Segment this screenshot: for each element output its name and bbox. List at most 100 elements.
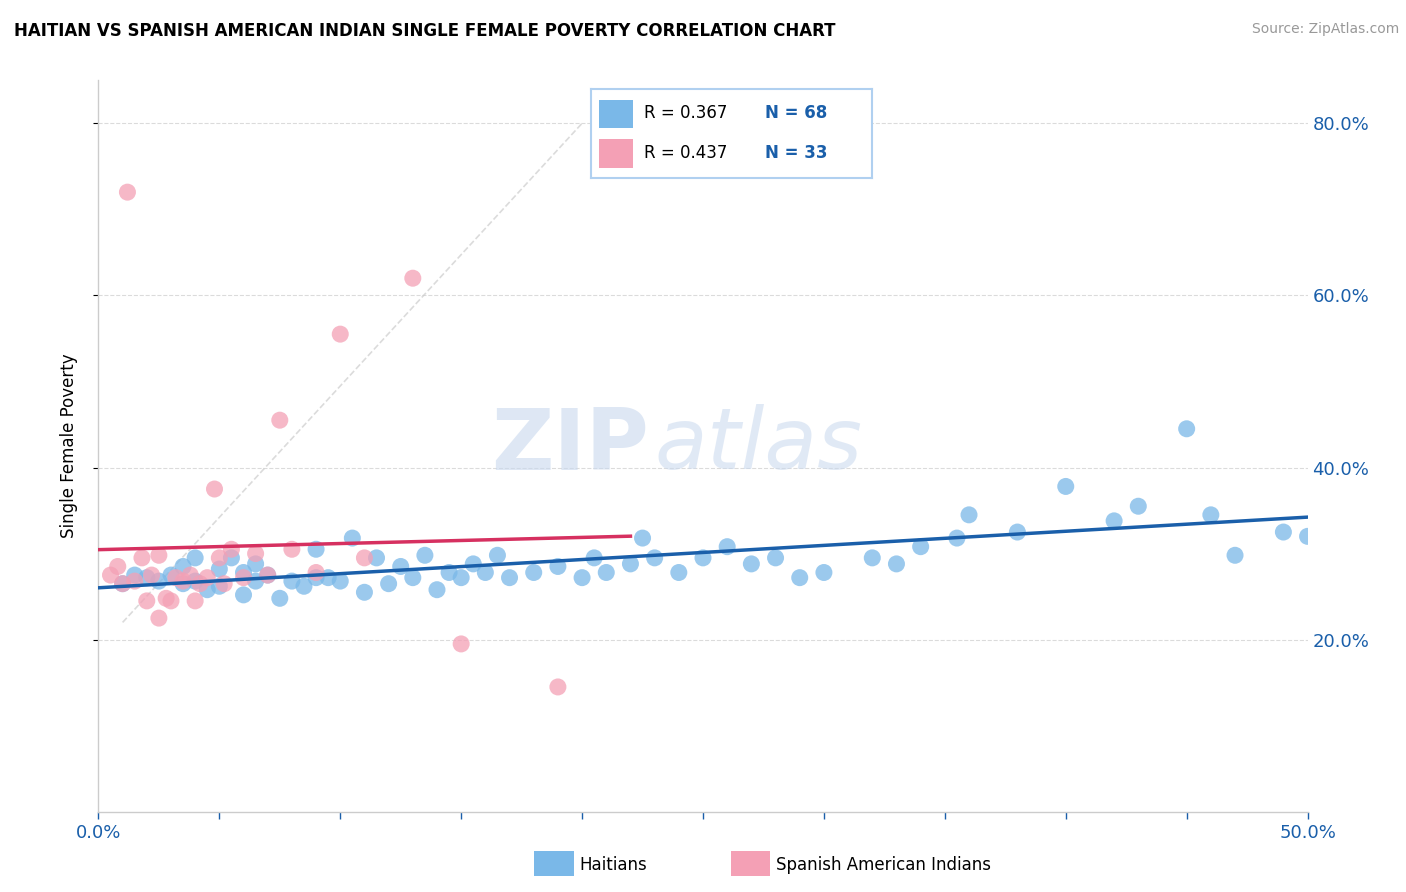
Point	[117, 185, 139, 199]
Point	[1199, 508, 1222, 522]
Point	[172, 576, 194, 591]
Text: N = 33: N = 33	[765, 145, 827, 162]
Point	[426, 582, 449, 597]
Point	[1128, 500, 1150, 514]
Text: Haitians: Haitians	[579, 856, 647, 874]
Point	[107, 559, 129, 574]
Y-axis label: Single Female Poverty: Single Female Poverty	[59, 354, 77, 538]
Point	[135, 571, 157, 585]
Point	[957, 508, 980, 522]
Point	[232, 588, 254, 602]
Point	[208, 579, 231, 593]
Point	[141, 568, 163, 582]
Point	[450, 571, 472, 585]
Point	[195, 582, 218, 597]
Point	[644, 550, 666, 565]
Point	[619, 557, 641, 571]
Point	[389, 559, 412, 574]
Point	[329, 327, 352, 342]
Text: ZIP: ZIP	[491, 404, 648, 488]
Point	[292, 579, 315, 593]
Point	[1272, 524, 1295, 539]
Point	[111, 576, 134, 591]
Text: R = 0.437: R = 0.437	[644, 145, 727, 162]
Point	[498, 571, 520, 585]
Point	[595, 566, 617, 580]
Point	[184, 574, 207, 588]
Point	[204, 482, 226, 496]
FancyBboxPatch shape	[599, 100, 633, 128]
Point	[1007, 524, 1029, 539]
Point	[305, 566, 328, 580]
Point	[342, 531, 364, 545]
Point	[413, 549, 436, 563]
Point	[165, 571, 187, 585]
Point	[281, 542, 304, 557]
Text: Spanish American Indians: Spanish American Indians	[776, 856, 991, 874]
Point	[450, 637, 472, 651]
Point	[1102, 514, 1125, 528]
Point	[547, 680, 569, 694]
Point	[245, 547, 267, 561]
Point	[184, 550, 207, 565]
Point	[148, 574, 170, 588]
Point	[160, 594, 183, 608]
Point	[740, 557, 762, 571]
Point	[281, 574, 304, 588]
Point	[571, 571, 593, 585]
Point	[353, 550, 375, 565]
Point	[523, 566, 546, 580]
Point	[547, 559, 569, 574]
Point	[172, 559, 194, 574]
Point	[221, 542, 243, 557]
Point	[1223, 549, 1246, 563]
Point	[402, 271, 425, 285]
Point	[486, 549, 509, 563]
Point	[377, 576, 399, 591]
Point	[188, 576, 211, 591]
Point	[668, 566, 690, 580]
Point	[1175, 422, 1198, 436]
Point	[135, 594, 157, 608]
Point	[232, 566, 254, 580]
Point	[124, 574, 146, 588]
Point	[172, 574, 194, 588]
Point	[765, 550, 787, 565]
FancyBboxPatch shape	[599, 139, 633, 168]
Point	[100, 568, 122, 582]
Point	[232, 571, 254, 585]
Point	[329, 574, 352, 588]
Point	[437, 566, 460, 580]
Text: R = 0.367: R = 0.367	[644, 104, 727, 122]
Point	[208, 562, 231, 576]
Point	[910, 540, 932, 554]
Point	[212, 576, 235, 591]
Point	[160, 568, 183, 582]
Point	[402, 571, 425, 585]
Point	[631, 531, 654, 545]
Point	[583, 550, 606, 565]
Text: atlas: atlas	[655, 404, 863, 488]
Point	[305, 571, 328, 585]
Point	[195, 571, 218, 585]
Point	[463, 557, 485, 571]
Point	[1054, 479, 1077, 493]
Point	[305, 542, 328, 557]
Point	[366, 550, 388, 565]
Point	[131, 550, 153, 565]
Point	[269, 413, 291, 427]
Point	[256, 568, 278, 582]
Text: Source: ZipAtlas.com: Source: ZipAtlas.com	[1251, 22, 1399, 37]
Point	[316, 571, 339, 585]
Point	[245, 574, 267, 588]
Point	[269, 591, 291, 606]
Point	[245, 557, 267, 571]
Point	[221, 550, 243, 565]
Text: HAITIAN VS SPANISH AMERICAN INDIAN SINGLE FEMALE POVERTY CORRELATION CHART: HAITIAN VS SPANISH AMERICAN INDIAN SINGL…	[14, 22, 835, 40]
Point	[353, 585, 375, 599]
Point	[124, 568, 146, 582]
Point	[208, 550, 231, 565]
Text: N = 68: N = 68	[765, 104, 827, 122]
Point	[692, 550, 714, 565]
Point	[946, 531, 969, 545]
